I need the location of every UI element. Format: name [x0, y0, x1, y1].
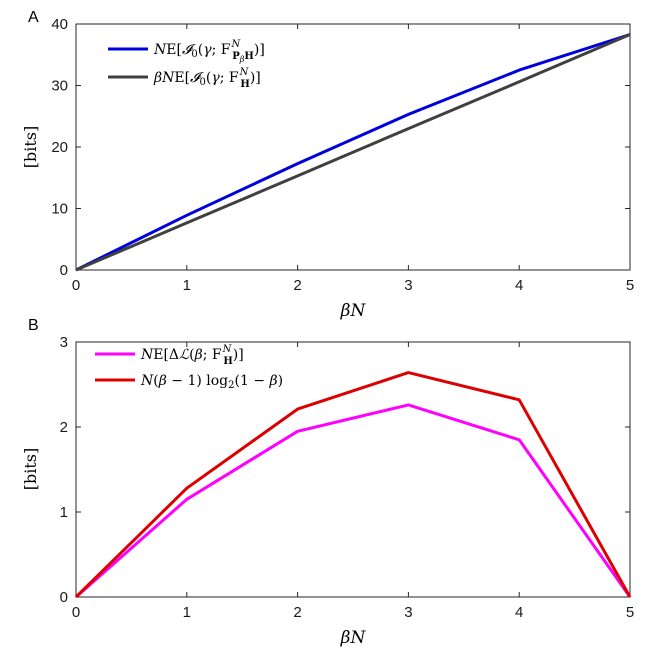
panel-a-y-tick-label: 0 [60, 262, 68, 279]
panel-b-plot-frame [75, 341, 631, 598]
panel-a-y-tick-label: 30 [51, 78, 68, 95]
panel-a-x-tick-label: 2 [293, 277, 301, 294]
panel-b-legend-label-1: NE[Δℒ(β; FN H)] [140, 344, 244, 367]
panel-a-ticks: 0 1 2 3 4 5 0 10 20 30 40 [51, 16, 634, 294]
panel-b-x-tick-label: 0 [72, 604, 80, 621]
panel-b-letter: B [28, 317, 39, 334]
panel-b-x-tick-label: 4 [515, 604, 523, 621]
panel-b-x-tick-label: 5 [626, 604, 634, 621]
panel-b-y-tick-label: 0 [60, 589, 68, 606]
panel-b-lines [74, 371, 632, 599]
panel-b-series-1-line [75, 403, 632, 599]
panel-b-x-tick-label: 2 [293, 604, 301, 621]
panel-a-lines [75, 33, 631, 272]
panel-a-x-tick-label: 5 [626, 277, 634, 294]
panel-a-x-tick-label: 4 [515, 277, 523, 294]
panel-a-x-tick-label: 1 [183, 277, 191, 294]
panel-a-x-axis-label: βN [340, 301, 367, 321]
panel-b-legend-label-2: N(β − 1) log2(1 − β) [140, 373, 283, 391]
panel-a-y-tick-label: 40 [51, 16, 68, 33]
panel-b-y-tick-label: 1 [60, 504, 68, 521]
panel-a-y-axis-label: [bits] [21, 126, 40, 168]
panel-a-legend-label-1: NE[𝓘0(γ; FN PβH)] [153, 39, 265, 64]
panel-b-ticks: 0 1 2 3 4 5 0 1 2 3 [60, 334, 635, 621]
panel-b-legend: NE[Δℒ(β; FN H)] N(β − 1) log2(1 − β) [95, 344, 283, 391]
panel-b-x-axis-label: βN [340, 628, 367, 648]
panel-a-series-2-line [75, 33, 631, 272]
panel-a-x-tick-label: 0 [72, 277, 80, 294]
panel-b-series-2-line [74, 371, 632, 599]
panel-a-legend: NE[𝓘0(γ; FN PβH)] βNE[𝓘0(γ; FN H)] [108, 39, 265, 90]
panel-b-chart: B 0 1 2 3 4 5 0 1 2 3 βN [bits] NE[Δℒ(β; FN H)] N(… [21, 317, 634, 648]
panel-b-y-tick-label: 2 [60, 419, 68, 436]
panel-a-legend-label-2: βNE[𝓘0(γ; FN H)] [153, 67, 261, 90]
panel-b-y-tick-label: 3 [60, 334, 68, 351]
panel-b-x-tick-label: 3 [404, 604, 412, 621]
panel-a-x-tick-label: 3 [404, 277, 412, 294]
panel-a-series-1-line [75, 33, 631, 272]
panel-a-y-tick-label: 20 [51, 139, 68, 156]
panel-b-x-tick-label: 1 [183, 604, 191, 621]
panel-a-y-tick-label: 10 [51, 201, 68, 218]
panel-b-y-axis-label: [bits] [21, 448, 40, 490]
panel-a-chart: A 0 1 2 3 4 5 0 10 20 30 40 βN [bits] NE[𝓘0(γ; FN P… [21, 9, 634, 321]
panel-a-letter: A [28, 9, 39, 26]
